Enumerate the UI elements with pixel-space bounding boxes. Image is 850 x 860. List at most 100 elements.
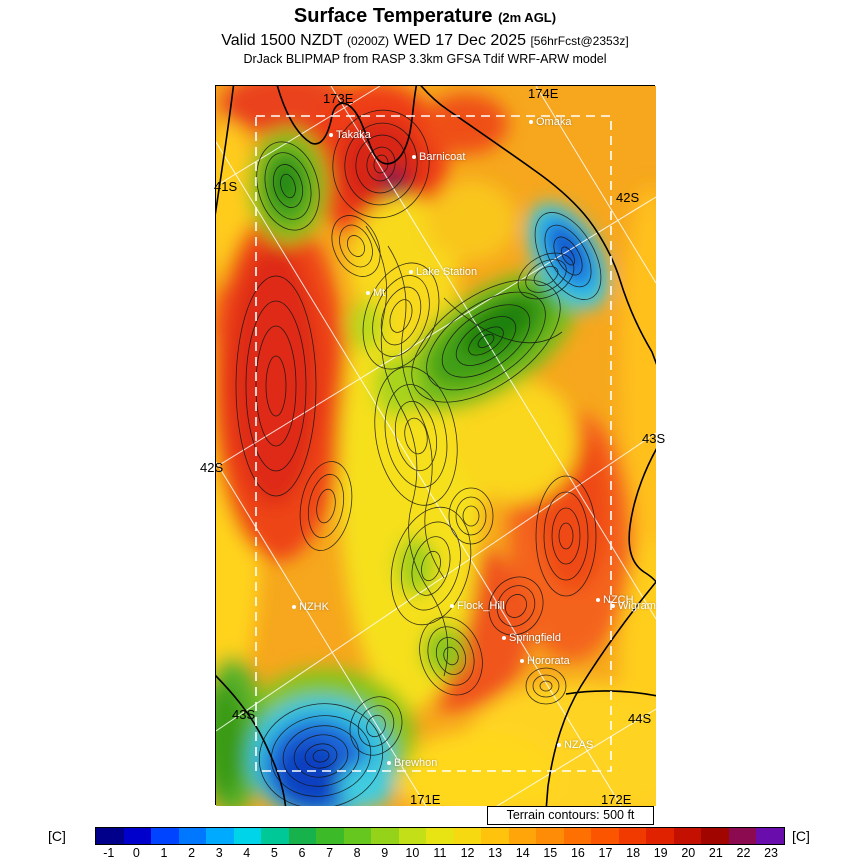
scale-segment xyxy=(756,828,784,844)
scale-segment xyxy=(563,828,592,844)
scale-segment xyxy=(426,828,454,844)
site-label-springfield: Springfield xyxy=(502,632,561,644)
site-dot xyxy=(329,133,333,137)
header: Surface Temperature (2m AGL) Valid 1500 … xyxy=(0,5,850,66)
grid-label-43s-left: 43S xyxy=(232,707,256,722)
scale-tick: 23 xyxy=(764,846,778,860)
grid-label-43s-right: 43S xyxy=(642,431,666,446)
site-dot xyxy=(412,155,416,159)
scale-tick: 16 xyxy=(570,846,585,860)
terrain-contours xyxy=(235,109,602,806)
map-canvas: 173E 174E 41S 42S 42S 43S 43S 44S 171E 1… xyxy=(200,85,665,807)
scale-tick: 7 xyxy=(326,846,334,860)
site-label-omaka: Omaka xyxy=(529,116,571,128)
scale-tick: 1 xyxy=(160,846,168,860)
scale-segment xyxy=(96,828,124,844)
grid-label-41s: 41S xyxy=(214,179,238,194)
grid-label-42s-right: 42S xyxy=(616,190,640,205)
scale-tick: -1 xyxy=(103,846,115,860)
site-label-flock-hill: Flock_Hill xyxy=(450,600,505,612)
scale-tick: 2 xyxy=(188,846,196,860)
grid-label-173e: 173E xyxy=(323,91,354,106)
scale-segment xyxy=(728,828,757,844)
scale-tick: 17 xyxy=(598,846,613,860)
scale-tick: 3 xyxy=(215,846,223,860)
scale-segment xyxy=(673,828,702,844)
coastline xyxy=(216,86,656,806)
scale-segment xyxy=(536,828,564,844)
site-label-nzas: NZAS xyxy=(557,739,593,751)
scale-tick: 11 xyxy=(433,846,447,860)
units-label-right: [C] xyxy=(792,828,810,844)
scale-segment xyxy=(178,828,207,844)
scale-segment xyxy=(123,828,152,844)
scale-tick: 14 xyxy=(515,846,530,860)
site-dot xyxy=(502,636,506,640)
valid-line: Valid 1500 NZDT (0200Z) WED 17 Dec 2025 … xyxy=(0,32,850,50)
scale-tick: 5 xyxy=(270,846,278,860)
scale-segment xyxy=(591,828,619,844)
temperature-map-svg xyxy=(216,86,656,806)
scale-segment xyxy=(261,828,289,844)
site-label-lake-station: Lake Station xyxy=(409,266,477,278)
page-title: Surface Temperature (2m AGL) xyxy=(0,5,850,29)
site-dot xyxy=(387,761,391,765)
color-scale-ticks: -1 0 1 2 3 4 5 6 7 8 9 10 11 12 13 14 15 16 17 18 19 20 21 22 23 xyxy=(95,846,785,860)
grid-label-172e: 172E xyxy=(601,792,632,807)
scale-segment xyxy=(206,828,234,844)
site-dot xyxy=(611,604,615,608)
scale-tick: 18 xyxy=(626,846,641,860)
site-dot xyxy=(596,598,600,602)
scale-tick: 12 xyxy=(460,846,475,860)
valid-fcst: [56hrFcst@2353z] xyxy=(530,34,629,48)
grid-label-174e: 174E xyxy=(528,86,559,101)
grid-label-171e: 171E xyxy=(410,792,441,807)
scale-segment xyxy=(233,828,262,844)
scale-tick: 15 xyxy=(543,846,558,860)
terrain-contours-note: Terrain contours: 500 ft xyxy=(487,806,654,825)
site-label-nzch: NZCH xyxy=(596,594,634,606)
scale-segment xyxy=(508,828,537,844)
scale-segment xyxy=(701,828,729,844)
model-line: DrJack BLIPMAP from RASP 3.3km GFSA Tdif… xyxy=(243,52,607,66)
site-dot xyxy=(529,120,533,124)
units-label-left: [C] xyxy=(48,828,66,844)
scale-tick: 10 xyxy=(405,846,420,860)
site-dot xyxy=(292,605,296,609)
site-label-barnicoat: Barnicoat xyxy=(412,151,465,163)
scale-tick: 9 xyxy=(381,846,389,860)
scale-tick: 20 xyxy=(681,846,696,860)
scale-tick: 6 xyxy=(298,846,306,860)
scale-tick: 8 xyxy=(353,846,361,860)
title-text: Surface Temperature xyxy=(293,5,493,27)
grid-label-42s-left: 42S xyxy=(200,460,224,475)
site-dot xyxy=(450,604,454,608)
scale-segment xyxy=(288,828,317,844)
scale-tick: 4 xyxy=(243,846,251,860)
scale-segment xyxy=(618,828,647,844)
site-dot xyxy=(409,270,413,274)
title-suffix: (2m AGL) xyxy=(498,10,557,25)
site-label-mt: Mt xyxy=(366,287,385,299)
grid-label-44s: 44S xyxy=(628,711,652,726)
scale-segment xyxy=(343,828,372,844)
scale-segment xyxy=(371,828,399,844)
site-dot xyxy=(520,659,524,663)
scale-segment xyxy=(453,828,482,844)
scale-tick: 19 xyxy=(653,846,668,860)
valid-prefix: Valid 1500 NZDT xyxy=(221,32,343,49)
color-scale-bar xyxy=(95,827,785,845)
site-label-hororata: Hororata xyxy=(520,655,570,667)
scale-segment xyxy=(151,828,179,844)
scale-tick: 13 xyxy=(488,846,503,860)
domain-box xyxy=(255,115,612,772)
scale-segment xyxy=(398,828,427,844)
scale-segment xyxy=(316,828,344,844)
site-dot xyxy=(557,743,561,747)
site-label-brewhon: Brewhon xyxy=(387,757,437,769)
scale-tick: 22 xyxy=(736,846,751,860)
scale-segment xyxy=(481,828,509,844)
scale-tick: 0 xyxy=(132,846,140,860)
scale-segment xyxy=(646,828,674,844)
valid-zulu: (0200Z) xyxy=(347,34,390,48)
